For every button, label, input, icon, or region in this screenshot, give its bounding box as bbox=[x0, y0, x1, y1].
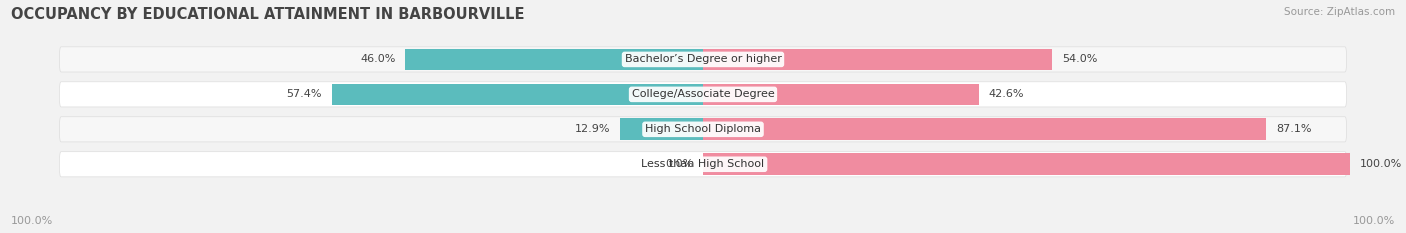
Text: 100.0%: 100.0% bbox=[1353, 216, 1395, 226]
FancyBboxPatch shape bbox=[59, 152, 1347, 177]
Bar bbox=[703, 154, 1350, 175]
Text: Source: ZipAtlas.com: Source: ZipAtlas.com bbox=[1284, 7, 1395, 17]
FancyBboxPatch shape bbox=[59, 47, 1347, 72]
Bar bbox=[620, 118, 703, 140]
Bar bbox=[703, 118, 1267, 140]
Text: 100.0%: 100.0% bbox=[1360, 159, 1402, 169]
Text: Bachelor’s Degree or higher: Bachelor’s Degree or higher bbox=[624, 55, 782, 64]
Text: 12.9%: 12.9% bbox=[575, 124, 610, 134]
FancyBboxPatch shape bbox=[59, 82, 1347, 107]
Text: 46.0%: 46.0% bbox=[360, 55, 396, 64]
Bar bbox=[405, 49, 703, 70]
Text: 0.0%: 0.0% bbox=[665, 159, 693, 169]
Text: 57.4%: 57.4% bbox=[287, 89, 322, 99]
Text: High School Diploma: High School Diploma bbox=[645, 124, 761, 134]
Text: 100.0%: 100.0% bbox=[11, 216, 53, 226]
Text: 42.6%: 42.6% bbox=[988, 89, 1024, 99]
FancyBboxPatch shape bbox=[59, 117, 1347, 142]
Text: Less than High School: Less than High School bbox=[641, 159, 765, 169]
Text: College/Associate Degree: College/Associate Degree bbox=[631, 89, 775, 99]
Bar bbox=[332, 84, 703, 105]
Bar bbox=[703, 49, 1052, 70]
Text: OCCUPANCY BY EDUCATIONAL ATTAINMENT IN BARBOURVILLE: OCCUPANCY BY EDUCATIONAL ATTAINMENT IN B… bbox=[11, 7, 524, 22]
Bar bbox=[703, 84, 979, 105]
Text: 54.0%: 54.0% bbox=[1062, 55, 1097, 64]
Text: 87.1%: 87.1% bbox=[1277, 124, 1312, 134]
